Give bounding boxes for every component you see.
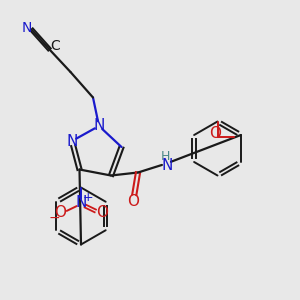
Text: C: C [50,40,60,53]
Text: H: H [160,149,170,163]
Text: N: N [93,118,105,134]
Text: O: O [209,126,221,141]
Text: N: N [76,195,87,210]
Text: −: − [48,211,60,225]
Text: +: + [82,191,93,204]
Text: N: N [22,21,32,35]
Text: O: O [54,205,66,220]
Text: O: O [96,205,108,220]
Text: N: N [66,134,78,148]
Text: O: O [128,194,140,209]
Text: N: N [162,158,173,173]
